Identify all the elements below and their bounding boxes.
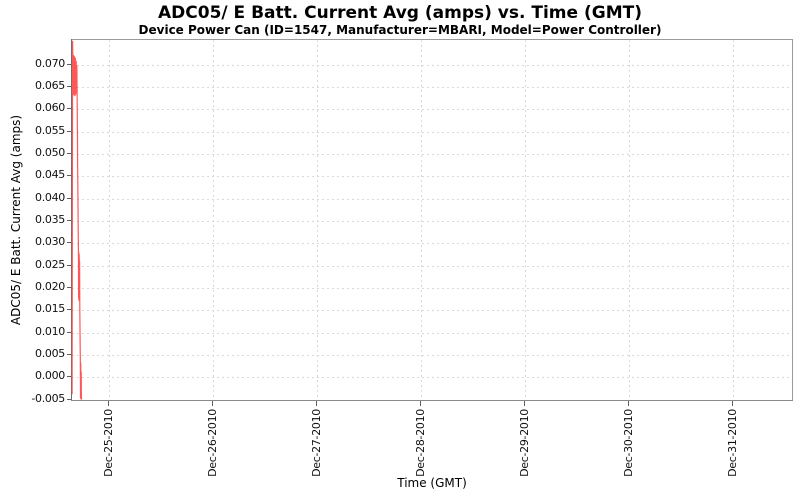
y-gridline bbox=[72, 154, 792, 155]
y-tick-label: -0.005 bbox=[31, 391, 65, 405]
y-gridline bbox=[72, 64, 792, 66]
y-tick-mark bbox=[67, 220, 71, 221]
y-gridline bbox=[72, 288, 792, 289]
x-gridline bbox=[420, 40, 422, 400]
y-axis-line bbox=[71, 39, 72, 401]
x-axis-line bbox=[71, 400, 793, 401]
y-tick-mark bbox=[67, 175, 71, 177]
y-tick-mark bbox=[67, 331, 71, 333]
x-tick-mark bbox=[523, 401, 525, 406]
y-tick-label: 0.000 bbox=[35, 369, 65, 383]
y-tick-mark bbox=[67, 264, 71, 266]
y-tick-label: 0.050 bbox=[35, 146, 65, 159]
y-tick-mark bbox=[67, 130, 71, 132]
y-tick-label: 0.035 bbox=[35, 213, 65, 226]
y-tick-label: 0.010 bbox=[35, 324, 65, 338]
x-tick-mark bbox=[211, 401, 213, 406]
y-gridline bbox=[72, 176, 792, 178]
y-gridline bbox=[72, 355, 792, 357]
x-tick-label: Dec-27-2010 bbox=[309, 409, 323, 477]
y-tick-label: 0.030 bbox=[35, 235, 65, 249]
y-tick-mark bbox=[67, 242, 71, 244]
plot-area bbox=[71, 39, 793, 401]
x-tick-label: Dec-25-2010 bbox=[102, 409, 115, 477]
y-gridline bbox=[72, 377, 792, 379]
x-tick-mark bbox=[315, 401, 317, 406]
x-tick-label: Dec-31-2010 bbox=[725, 409, 739, 477]
x-tick-label: Dec-30-2010 bbox=[621, 409, 635, 477]
x-gridline bbox=[109, 40, 110, 400]
y-tick-label: 0.025 bbox=[35, 257, 65, 271]
y-tick-label: 0.045 bbox=[35, 168, 65, 182]
x-tick-label: Dec-26-2010 bbox=[205, 409, 219, 477]
chart-title: ADC05/ E Batt. Current Avg (amps) vs. Ti… bbox=[158, 3, 642, 23]
y-gridline bbox=[72, 131, 792, 133]
data-series-line bbox=[71, 40, 83, 400]
y-tick-mark bbox=[67, 63, 71, 65]
x-gridline bbox=[732, 40, 734, 400]
x-tick-mark bbox=[419, 401, 421, 406]
y-tick-mark bbox=[67, 153, 71, 154]
x-tick-label: Dec-28-2010 bbox=[413, 409, 427, 477]
x-tick-label: Dec-29-2010 bbox=[517, 409, 531, 477]
y-tick-label: 0.070 bbox=[35, 56, 65, 70]
x-axis-title: Time (GMT) bbox=[397, 476, 467, 490]
y-gridline bbox=[72, 109, 792, 111]
x-gridline bbox=[628, 40, 630, 400]
y-tick-label: 0.020 bbox=[35, 280, 65, 293]
y-tick-label: 0.005 bbox=[35, 347, 65, 361]
x-gridline bbox=[316, 40, 318, 400]
y-tick-mark bbox=[67, 376, 71, 378]
chart-subtitle: Device Power Can (ID=1547, Manufacturer=… bbox=[138, 23, 662, 37]
y-tick-mark bbox=[67, 108, 71, 110]
y-tick-label: 0.060 bbox=[35, 101, 65, 115]
y-tick-mark bbox=[67, 197, 71, 199]
y-tick-label: 0.040 bbox=[35, 190, 65, 204]
y-tick-mark bbox=[67, 309, 71, 311]
y-tick-label: 0.015 bbox=[35, 302, 65, 316]
y-gridline bbox=[72, 332, 792, 334]
y-tick-mark bbox=[67, 287, 71, 288]
x-tick-mark bbox=[731, 401, 733, 406]
y-axis-title: ADC05/ E Batt. Current Avg (amps) bbox=[9, 114, 23, 326]
x-gridline bbox=[212, 40, 214, 400]
series-polyline bbox=[71, 40, 83, 400]
y-tick-mark bbox=[67, 85, 71, 87]
x-tick-mark bbox=[627, 401, 629, 406]
y-gridline bbox=[72, 265, 792, 267]
y-gridline bbox=[72, 198, 792, 200]
y-gridline bbox=[72, 86, 792, 88]
y-tick-label: 0.055 bbox=[35, 123, 65, 137]
y-gridline bbox=[72, 310, 792, 312]
y-tick-mark bbox=[67, 354, 71, 356]
x-gridline bbox=[524, 40, 526, 400]
x-tick-mark bbox=[108, 401, 109, 406]
y-gridline bbox=[72, 221, 792, 222]
y-tick-label: 0.065 bbox=[35, 78, 65, 92]
y-gridline bbox=[72, 243, 792, 245]
y-tick-mark bbox=[67, 398, 71, 400]
